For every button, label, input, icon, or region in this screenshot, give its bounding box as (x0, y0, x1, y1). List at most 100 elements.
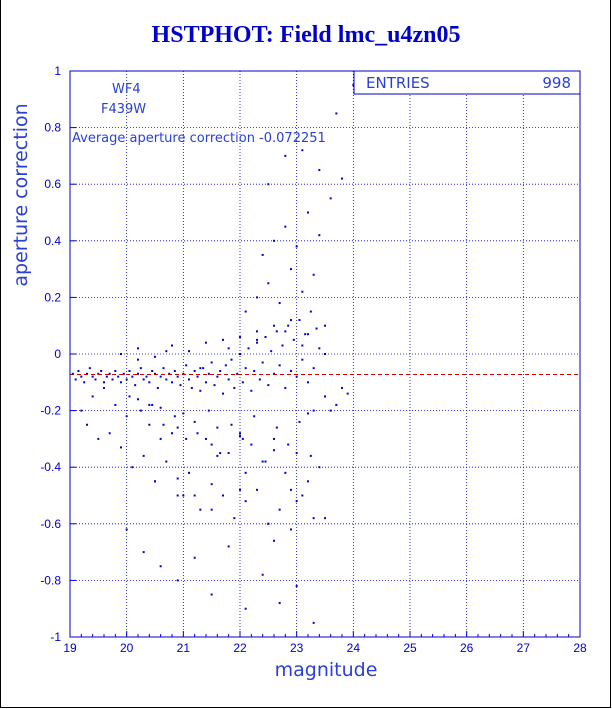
data-point (171, 344, 173, 347)
data-point (159, 406, 162, 409)
data-point (329, 409, 332, 412)
entries-value: 998 (542, 74, 571, 92)
data-point (256, 338, 258, 341)
data-point (307, 211, 309, 214)
data-point (114, 369, 117, 372)
data-point (264, 460, 267, 463)
data-point (264, 336, 267, 339)
data-point (239, 435, 241, 438)
data-point (335, 112, 338, 115)
data-point (312, 367, 315, 370)
stats-box (353, 70, 581, 95)
data-point (162, 423, 165, 426)
data-point (244, 471, 247, 474)
data-point (278, 364, 281, 367)
data-point (205, 341, 207, 344)
data-point (71, 372, 74, 375)
data-point (103, 386, 105, 389)
data-point (278, 302, 281, 305)
data-point (256, 488, 258, 491)
data-point (162, 367, 165, 370)
data-point (111, 378, 114, 381)
data-point (176, 494, 179, 497)
data-point (74, 378, 77, 381)
data-point (199, 367, 202, 370)
data-point (94, 378, 97, 381)
data-point (207, 409, 210, 412)
data-point (230, 423, 233, 426)
x-tick-label: 25 (403, 641, 417, 655)
data-point (202, 367, 205, 370)
data-point (199, 389, 202, 392)
data-point (205, 437, 207, 440)
x-tick-label: 26 (460, 641, 474, 655)
data-point (250, 389, 253, 392)
data-point (290, 319, 292, 322)
x-axis-ticks: 19 20 21 22 23 24 25 26 27 28 (63, 631, 587, 655)
data-point (193, 556, 196, 559)
data-point (341, 177, 343, 180)
data-point (256, 341, 258, 344)
data-point (159, 437, 162, 440)
data-point (312, 273, 315, 276)
data-point (253, 369, 256, 372)
data-point (312, 517, 315, 520)
y-axis-ticks: 1 0.8 0.6 0.4 0.2 0 -0.2 -0.4 -0.6 -0.8 -1 (40, 64, 76, 644)
data-point (188, 350, 190, 353)
data-point (315, 327, 318, 330)
data-point (219, 452, 222, 455)
data-point (114, 403, 117, 406)
data-point (284, 386, 287, 389)
y-tick-label: 0.6 (44, 177, 61, 191)
data-point (275, 330, 278, 333)
data-point (301, 290, 304, 293)
data-point (267, 384, 270, 387)
data-point (222, 338, 224, 341)
data-point (324, 517, 326, 520)
data-point (258, 378, 261, 381)
data-point (273, 324, 275, 327)
data-point (352, 84, 355, 87)
data-point (304, 333, 307, 336)
data-point (196, 432, 199, 435)
data-point (236, 372, 239, 375)
data-point (142, 551, 145, 554)
data-point (154, 355, 156, 358)
data-point (137, 372, 139, 375)
data-point (227, 545, 230, 548)
y-tick-label: -0.4 (40, 460, 61, 474)
data-point (261, 253, 264, 256)
data-point (239, 336, 241, 339)
data-point (287, 443, 290, 446)
data-point (182, 372, 185, 375)
data-point (108, 372, 111, 375)
data-point (273, 437, 275, 440)
data-point (261, 573, 264, 576)
data-point (210, 443, 213, 446)
data-point (168, 372, 171, 375)
data-point (182, 412, 185, 415)
data-point (284, 154, 287, 157)
data-point (250, 443, 253, 446)
data-point (298, 319, 301, 322)
data-point (176, 375, 179, 378)
data-point (295, 585, 298, 588)
x-tick-label: 19 (63, 641, 77, 655)
data-point (176, 579, 179, 582)
y-tick-label: 1 (54, 64, 61, 78)
data-point (179, 384, 182, 387)
data-point (273, 539, 275, 542)
data-point (188, 378, 190, 381)
data-point (193, 420, 196, 423)
data-point (346, 392, 349, 395)
y-tick-label: 0 (54, 347, 61, 361)
data-point (295, 452, 298, 455)
data-point (244, 500, 247, 503)
data-point (284, 225, 287, 228)
average-correction-text: Average aperture correction -0.072251 (72, 131, 326, 146)
data-point (278, 602, 281, 605)
data-point (301, 494, 304, 497)
data-point (148, 423, 151, 426)
data-point (125, 415, 128, 418)
data-point (142, 378, 145, 381)
